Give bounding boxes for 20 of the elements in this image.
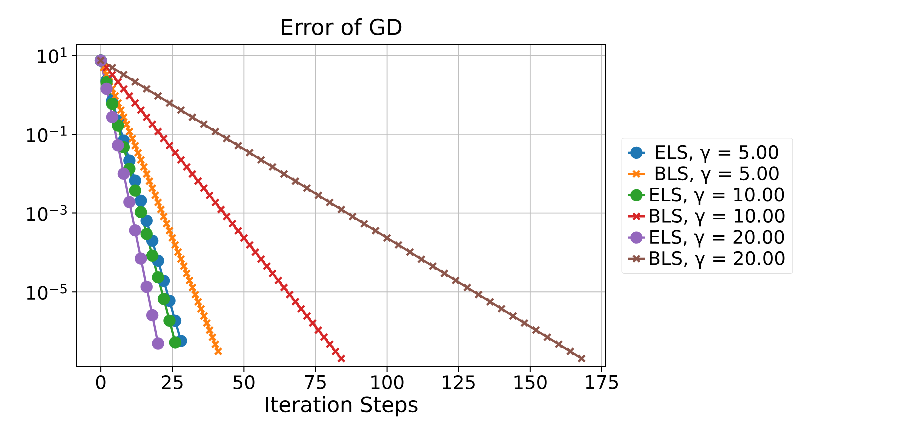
y-tick-label: 10$^{−1}$ bbox=[27, 126, 67, 142]
x-tick-label: 125 bbox=[443, 376, 475, 390]
y-tick-label: 10$^{1}$ bbox=[38, 48, 67, 64]
legend-label: BLS, γ = 20.00 bbox=[650, 251, 785, 269]
x-tick-label: 150 bbox=[514, 376, 547, 390]
legend-label: ELS, γ = 20.00 bbox=[650, 230, 784, 248]
legend-label: BLS, γ = 10.00 bbox=[650, 208, 785, 227]
legend-label: ELS, γ = 10.00 bbox=[650, 188, 784, 206]
x-tick-label: 175 bbox=[586, 376, 618, 390]
x-axis-title: Iteration Steps bbox=[266, 396, 418, 417]
legend-label: ELS, γ = 5.00 bbox=[656, 145, 778, 163]
legend-label: BLS, γ = 5.00 bbox=[656, 166, 779, 184]
y-tick-label: 10$^{−5}$ bbox=[27, 284, 67, 300]
y-tick-label: 10$^{−3}$ bbox=[27, 205, 67, 222]
x-tick-label: 50 bbox=[234, 376, 255, 390]
x-tick-label: 0 bbox=[96, 376, 106, 390]
x-tick-label: 100 bbox=[372, 376, 404, 390]
x-tick-label: 75 bbox=[305, 376, 326, 390]
chart-title: Error of GD bbox=[282, 18, 402, 36]
x-tick-label: 25 bbox=[162, 376, 183, 390]
